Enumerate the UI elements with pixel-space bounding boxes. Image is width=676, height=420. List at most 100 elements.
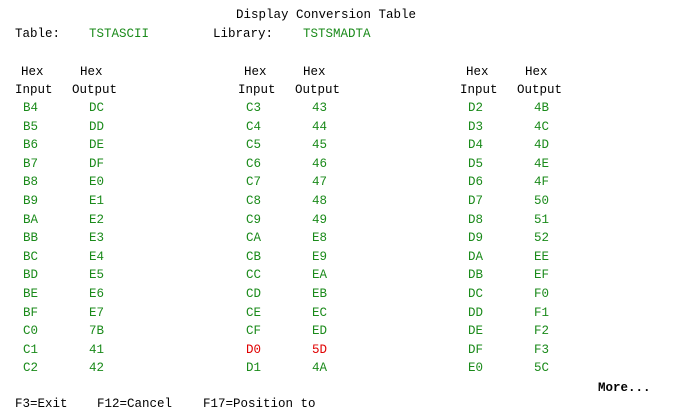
- hex-input-cell: DE: [468, 324, 484, 338]
- hex-output-cell: 41: [89, 343, 105, 357]
- hex-output-cell: E7: [89, 306, 105, 320]
- hex-output-cell: E3: [89, 231, 105, 245]
- hex-output-cell: 4D: [534, 138, 550, 152]
- hex-input-cell: D6: [468, 175, 484, 189]
- hex-output-cell: 47: [312, 175, 328, 189]
- hex-input-cell: D8: [468, 213, 484, 227]
- hex-input-cell: B5: [23, 120, 39, 134]
- hex-output-cell: EE: [534, 250, 550, 264]
- hex-output-cell: 45: [312, 138, 328, 152]
- hex-input-cell: D2: [468, 101, 484, 115]
- hex-input-cell: C5: [246, 138, 262, 152]
- hex-input-cell: CB: [246, 250, 262, 264]
- input-header: Input: [15, 83, 53, 97]
- more-indicator: More...: [598, 381, 651, 395]
- hex-output-cell: E2: [89, 213, 105, 227]
- hex-output-cell: 4A: [312, 361, 328, 375]
- hex-input-cell: B4: [23, 101, 39, 115]
- hex-input-cell: D9: [468, 231, 484, 245]
- hex-output-cell: F1: [534, 306, 550, 320]
- hex-output-cell: 42: [89, 361, 105, 375]
- hex-input-cell: CE: [246, 306, 262, 320]
- hex-output-cell: E6: [89, 287, 105, 301]
- hex-output-cell: E0: [89, 175, 105, 189]
- hex-input-cell: C6: [246, 157, 262, 171]
- hex-output-cell: E9: [312, 250, 328, 264]
- hex-input-cell: D4: [468, 138, 484, 152]
- screen-title: Display Conversion Table: [236, 8, 417, 22]
- hex-output-cell: E4: [89, 250, 105, 264]
- hex-output-cell: F3: [534, 343, 550, 357]
- hex-output-cell: E1: [89, 194, 105, 208]
- hex-input-cell: E0: [468, 361, 484, 375]
- hex-header: Hex: [466, 65, 489, 79]
- hex-output-cell: E5: [89, 268, 105, 282]
- input-header: Input: [238, 83, 276, 97]
- hex-input-cell: BE: [23, 287, 39, 301]
- hex-output-cell: E8: [312, 231, 328, 245]
- hex-output-cell: 51: [534, 213, 550, 227]
- f3-exit-key[interactable]: F3=Exit: [15, 397, 68, 411]
- hex-output-cell: 4E: [534, 157, 550, 171]
- hex-input-cell: BC: [23, 250, 39, 264]
- output-header: Output: [72, 83, 118, 97]
- hex-output-cell: DF: [89, 157, 105, 171]
- input-header: Input: [460, 83, 498, 97]
- library-label: Library:: [213, 27, 274, 41]
- hex-input-cell: C1: [23, 343, 39, 357]
- hex-input-cell: BB: [23, 231, 39, 245]
- table-label: Table:: [15, 27, 61, 41]
- hex-input-cell: D7: [468, 194, 484, 208]
- hex-input-cell: DC: [468, 287, 484, 301]
- hex-output-cell: 49: [312, 213, 328, 227]
- hex-output-cell: 7B: [89, 324, 105, 338]
- hex-output-cell: 4C: [534, 120, 550, 134]
- hex-output-cell: 48: [312, 194, 328, 208]
- hex-input-cell: BD: [23, 268, 39, 282]
- hex-output-cell: 50: [534, 194, 550, 208]
- hex-input-cell: D3: [468, 120, 484, 134]
- hex-input-cell: B6: [23, 138, 39, 152]
- hex-output-cell: 5D: [312, 343, 328, 357]
- output-header: Output: [295, 83, 341, 97]
- output-header: Output: [517, 83, 563, 97]
- hex-output-cell: 46: [312, 157, 328, 171]
- f17-position-to-key[interactable]: F17=Position to: [203, 397, 316, 411]
- hex-input-cell: D1: [246, 361, 262, 375]
- hex-output-cell: 52: [534, 231, 550, 245]
- hex-header: Hex: [244, 65, 267, 79]
- hex-output-cell: 5C: [534, 361, 550, 375]
- hex-input-cell: D5: [468, 157, 484, 171]
- hex-header: Hex: [303, 65, 326, 79]
- hex-input-cell: C2: [23, 361, 39, 375]
- hex-header: Hex: [80, 65, 103, 79]
- hex-input-cell: C9: [246, 213, 262, 227]
- hex-output-cell: EB: [312, 287, 328, 301]
- hex-input-cell: C3: [246, 101, 262, 115]
- hex-input-cell: BF: [23, 306, 39, 320]
- hex-header: Hex: [21, 65, 44, 79]
- hex-output-cell: 44: [312, 120, 328, 134]
- hex-input-cell: CC: [246, 268, 262, 282]
- hex-input-cell: BA: [23, 213, 39, 227]
- hex-output-cell: EF: [534, 268, 550, 282]
- hex-output-cell: DE: [89, 138, 105, 152]
- hex-input-cell: B8: [23, 175, 39, 189]
- hex-input-cell: C0: [23, 324, 39, 338]
- hex-output-cell: 4B: [534, 101, 550, 115]
- hex-input-cell: CF: [246, 324, 262, 338]
- hex-output-cell: 43: [312, 101, 328, 115]
- hex-input-cell: DD: [468, 306, 484, 320]
- table-value: TSTASCII: [89, 27, 150, 41]
- hex-input-cell: C7: [246, 175, 262, 189]
- hex-input-cell: DF: [468, 343, 484, 357]
- hex-output-cell: EA: [312, 268, 328, 282]
- hex-input-cell: C4: [246, 120, 262, 134]
- hex-output-cell: F2: [534, 324, 550, 338]
- library-value: TSTSMADTA: [303, 27, 371, 41]
- f12-cancel-key[interactable]: F12=Cancel: [97, 397, 173, 411]
- hex-header: Hex: [525, 65, 548, 79]
- hex-input-cell: B7: [23, 157, 39, 171]
- hex-input-cell: C8: [246, 194, 262, 208]
- hex-input-cell: CA: [246, 231, 262, 245]
